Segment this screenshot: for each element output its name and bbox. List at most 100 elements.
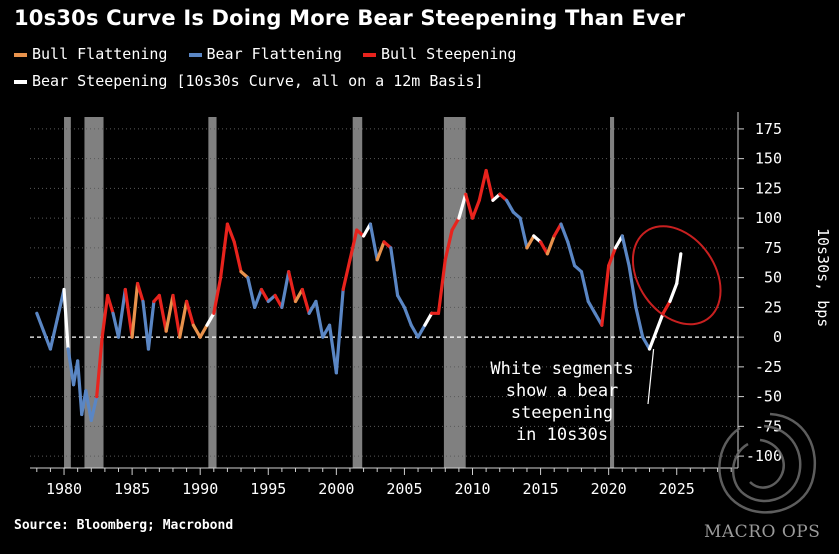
x-tick-label: 2000 (318, 480, 354, 498)
segment-bull-flattening (178, 299, 189, 339)
watermark-swirl-icon (718, 412, 817, 514)
segment-bear-flattening (314, 299, 325, 339)
watermark-text: MACRO OPS (704, 522, 821, 542)
segment-bull-flattening (130, 281, 140, 339)
segment-bear-steepening (62, 287, 70, 351)
y-tick-label: -50 (755, 388, 782, 406)
segment-bear-flattening (66, 347, 76, 387)
segment-bear-flattening (116, 287, 127, 339)
segment-bear-flattening (402, 305, 413, 327)
legend-row-2: Bear Steepening [10s30s Curve, all on a … (14, 72, 496, 90)
segment-bull-flattening (293, 287, 304, 304)
y-tick-label: 75 (764, 239, 782, 257)
segment-bear-flattening (280, 270, 291, 309)
segment-bull-steepening (477, 168, 488, 202)
segment-bull-steepening (552, 222, 563, 238)
recession-band (64, 117, 71, 468)
segment-bear-flattening (620, 234, 631, 268)
legend-swatch-bull-steepening (363, 52, 376, 57)
segment-bear-flattening (141, 299, 151, 351)
y-tick-label: 125 (755, 179, 782, 197)
annotation-line: White segments (490, 359, 633, 379)
segment-bull-steepening (212, 276, 223, 315)
x-tick-label: 1990 (182, 480, 218, 498)
segment-bear-flattening (253, 287, 264, 309)
segment-bull-steepening (287, 270, 298, 304)
x-tick-label: 2020 (591, 480, 627, 498)
highlight-ellipse (631, 225, 722, 326)
source-note: Source: Bloomberg; Macrobond (14, 518, 234, 533)
segment-bull-flattening (545, 234, 556, 256)
segment-bear-flattening (559, 222, 570, 244)
segment-bull-steepening (600, 264, 611, 327)
x-axis: 1980 1985 1990 1995 2000 2005 2010 2015 2020 2025 (30, 467, 738, 498)
segment-bear-flattening (579, 270, 590, 304)
segment-bull-steepening (184, 299, 195, 327)
segment-bull-flattening (191, 323, 202, 339)
legend-item-bull-steepening: Bull Steepening (363, 45, 516, 63)
legend-swatch-bear-flattening (188, 52, 202, 57)
legend-label-bull-steepening: Bull Steepening (381, 45, 517, 63)
legend-label-bear-steepening: Bear Steepening [10s30s Curve, all on a … (32, 72, 484, 90)
legend-swatch-bull-flattening (14, 52, 27, 57)
segment-bear-flattening (42, 329, 53, 351)
segment-bull-steepening (348, 228, 359, 262)
legend-item-bear-flattening: Bear Flattening (188, 45, 352, 63)
legend-swatch-bear-steepening (14, 79, 27, 84)
y-tick-label: 25 (764, 298, 782, 316)
segment-bull-steepening (538, 240, 549, 256)
annotation-pointer (647, 348, 655, 405)
segment-bull-steepening (450, 216, 461, 232)
segment-bull-steepening (484, 168, 495, 202)
x-tick-label: 2010 (454, 480, 490, 498)
x-tick-label: 1995 (250, 480, 286, 498)
segment-bear-flattening (76, 359, 84, 417)
segment-bull-steepening (300, 287, 311, 315)
annotation-line: show a bear (506, 381, 619, 401)
segment-bear-flattening (35, 311, 46, 333)
segment-bear-steepening (423, 311, 434, 327)
segment-bull-steepening (219, 222, 230, 280)
y-tick-label: 150 (755, 150, 782, 168)
segment-bear-flattening (84, 389, 93, 423)
segment-bull-steepening (123, 287, 134, 339)
y-axis-label: 10s30s, bps (814, 228, 832, 327)
segment-bear-flattening (627, 264, 638, 309)
segment-bull-steepening (341, 258, 352, 292)
segment-bull-steepening (225, 222, 236, 244)
curve-series (35, 168, 683, 423)
segment-bull-steepening (232, 240, 243, 274)
segment-bull-flattening (375, 240, 386, 262)
segment-bull-steepening (607, 246, 618, 268)
segment-bear-flattening (334, 287, 345, 375)
segment-bull-steepening (171, 293, 182, 339)
legend-item-bull-flattening: Bull Flattening (14, 45, 177, 63)
y-tick-label: 0 (773, 328, 782, 346)
segment-bear-flattening (389, 246, 400, 298)
segment-bear-flattening (89, 395, 99, 423)
segment-bull-steepening (259, 287, 270, 304)
segment-bull-steepening (443, 228, 454, 262)
segment-bear-flattening (146, 299, 156, 351)
segment-bear-flattening (641, 335, 652, 351)
y-tick-label: 100 (755, 209, 782, 227)
segment-bull-flattening (164, 293, 175, 333)
segment-bull-steepening (464, 192, 475, 220)
segment-bull-flattening (198, 323, 209, 339)
segment-bull-steepening (470, 198, 481, 220)
legend-label-bear-flattening: Bear Flattening (206, 45, 342, 63)
segment-bear-flattening (409, 323, 420, 339)
annotation-line: steepening (511, 403, 613, 423)
segment-bull-steepening (436, 258, 447, 315)
x-tick-label: 1980 (46, 480, 82, 498)
segment-bear-flattening (634, 305, 645, 339)
segment-bear-flattening (327, 323, 338, 375)
segment-bear-flattening (566, 240, 577, 268)
segment-bull-steepening (661, 299, 672, 315)
segment-bull-steepening (157, 293, 168, 333)
chart-title: 10s30s Curve Is Doing More Bear Steepeni… (14, 6, 686, 30)
segment-bear-steepening (205, 311, 216, 327)
